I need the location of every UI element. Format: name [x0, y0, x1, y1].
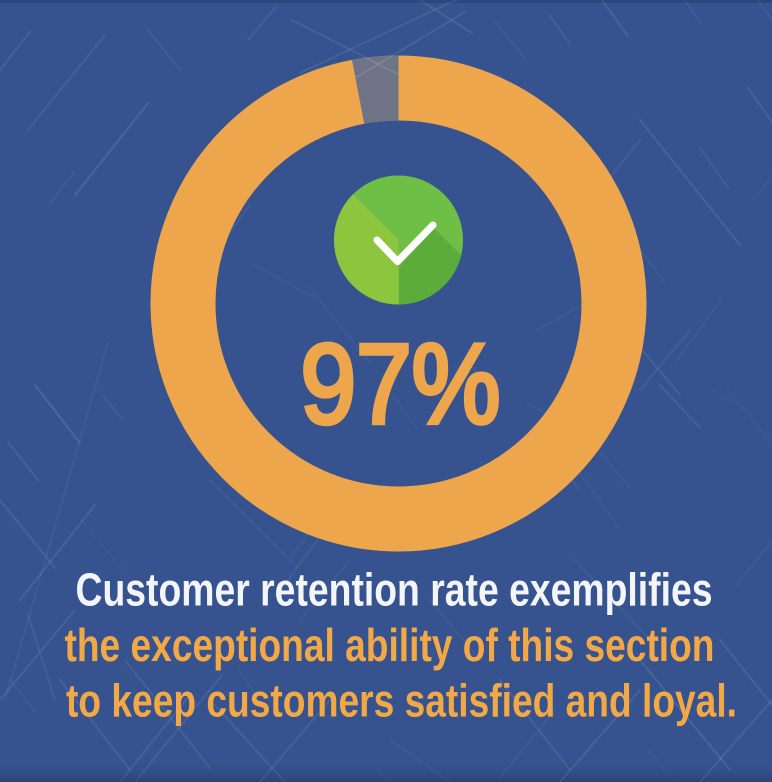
- svg-text:Customer retention rate exempl: Customer retention rate exemplifies: [76, 564, 713, 616]
- svg-text:to keep customers satisfied an: to keep customers satisfied and loyal.: [66, 675, 737, 727]
- svg-text:the exceptional ability of thi: the exceptional ability of this section: [65, 619, 715, 671]
- svg-text:97%: 97%: [301, 321, 501, 447]
